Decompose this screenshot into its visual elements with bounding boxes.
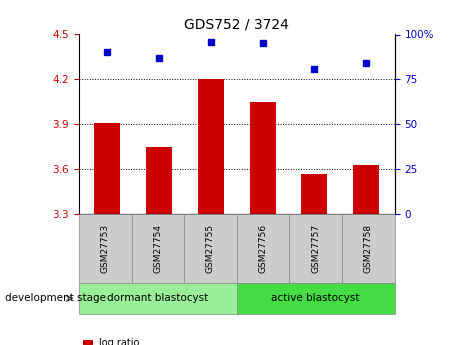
Title: GDS752 / 3724: GDS752 / 3724 [184, 18, 289, 32]
Bar [353, 165, 379, 214]
Bar [198, 79, 224, 214]
Text: GSM27753: GSM27753 [101, 224, 110, 273]
Text: log ratio: log ratio [99, 338, 139, 345]
Bar [146, 147, 172, 214]
Text: development stage: development stage [5, 294, 106, 303]
Text: GSM27757: GSM27757 [311, 224, 320, 273]
Text: GSM27758: GSM27758 [364, 224, 373, 273]
Bar [301, 174, 327, 214]
Bar [94, 123, 120, 214]
Text: GSM27756: GSM27756 [258, 224, 267, 273]
Bar [250, 102, 276, 214]
Text: GSM27754: GSM27754 [153, 224, 162, 273]
Text: active blastocyst: active blastocyst [272, 294, 360, 303]
Text: GSM27755: GSM27755 [206, 224, 215, 273]
Text: dormant blastocyst: dormant blastocyst [107, 294, 208, 303]
